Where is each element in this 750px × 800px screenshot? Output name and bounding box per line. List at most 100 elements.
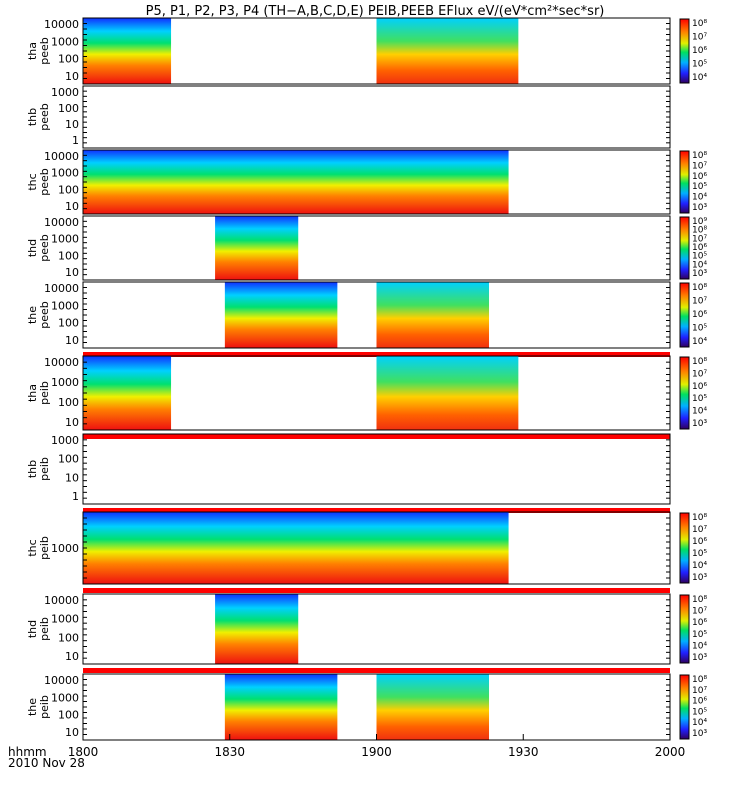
panel-label-probe: thc bbox=[26, 539, 39, 556]
quality-flag-bar bbox=[83, 588, 670, 593]
panel-thb-peeb: 1000 100 10 1 thb peeb bbox=[26, 85, 671, 149]
y-tick-label: 1000 bbox=[51, 233, 79, 246]
y-tick-label: 100 bbox=[58, 317, 79, 330]
spectrogram-block bbox=[376, 18, 519, 84]
y-tick-label: 10 bbox=[65, 70, 79, 83]
colorbar-tick-label: 10⁵ bbox=[692, 182, 707, 192]
colorbar bbox=[679, 18, 690, 84]
y-tick-label: 100 bbox=[58, 396, 79, 409]
y-tick-label: 1 bbox=[72, 490, 79, 503]
figure-title: P5, P1, P2, P3, P4 (TH−A,B,C,D,E) PEIB,P… bbox=[146, 4, 605, 19]
colorbar-tick-label: 10⁵ bbox=[692, 60, 707, 70]
spectrogram-block bbox=[376, 356, 519, 430]
panel-label-product: peib bbox=[38, 536, 51, 560]
x-tick-label: 1900 bbox=[361, 745, 392, 759]
colorbar-tick-label: 10⁸ bbox=[692, 151, 707, 161]
y-tick-label: 10 bbox=[65, 334, 79, 347]
colorbar-tick-label: 10⁹ bbox=[692, 217, 707, 227]
x-tick-label: 1830 bbox=[214, 745, 245, 759]
colorbar bbox=[679, 594, 690, 664]
panel-frame bbox=[82, 593, 671, 665]
colorbar-tick-label: 10⁸ bbox=[692, 226, 707, 236]
x-tick-label: 2000 bbox=[655, 745, 686, 759]
colorbar-tick-label: 10⁵ bbox=[692, 630, 707, 640]
x-tick-label: 1930 bbox=[508, 745, 539, 759]
panel-label-probe: tha bbox=[26, 42, 39, 60]
spectrogram-block bbox=[224, 282, 338, 348]
y-tick-label: 100 bbox=[58, 631, 79, 644]
colorbar-tick-label: 10⁶ bbox=[692, 310, 707, 320]
y-tick-label: 10 bbox=[65, 266, 79, 279]
colorbar-tick-label: 10⁷ bbox=[692, 161, 707, 171]
y-tick-label: 1000 bbox=[51, 86, 79, 99]
y-tick-label: 100 bbox=[58, 183, 79, 196]
y-tick-label: 10000 bbox=[44, 674, 79, 687]
colorbar-tick-label: 10⁷ bbox=[692, 369, 707, 379]
y-tick-label: 100 bbox=[58, 453, 79, 466]
y-tick-label: 10 bbox=[65, 416, 79, 429]
colorbar-tick-label: 10⁷ bbox=[692, 234, 707, 244]
y-tick-label: 10000 bbox=[44, 150, 79, 163]
colorbar-tick-label: 10⁴ bbox=[692, 561, 707, 571]
y-tick-label: 1000 bbox=[51, 167, 79, 180]
panel-label-product: peeb bbox=[38, 234, 51, 262]
colorbar-tick-label: 10⁵ bbox=[692, 549, 707, 559]
y-tick-label: 1000 bbox=[51, 299, 79, 312]
y-tick-label: 100 bbox=[58, 249, 79, 262]
panel-label-probe: the bbox=[26, 698, 39, 716]
colorbar-tick-label: 10⁶ bbox=[692, 382, 707, 392]
colorbar-tick-label: 10⁸ bbox=[692, 283, 707, 293]
y-tick-label: 100 bbox=[58, 102, 79, 115]
colorbar-tick-label: 10⁸ bbox=[692, 19, 707, 29]
footer-hhmm: hhmm bbox=[8, 745, 47, 759]
spectrogram-block bbox=[83, 512, 509, 584]
panel-label-product: peib bbox=[38, 457, 51, 481]
panel-label-product: peeb bbox=[38, 301, 51, 329]
colorbar-tick-label: 10⁴ bbox=[692, 193, 707, 203]
quality-flag-bar bbox=[83, 668, 670, 673]
spectrogram-block bbox=[215, 216, 299, 280]
panel-label-product: peeb bbox=[38, 103, 51, 131]
panel-frame bbox=[82, 85, 671, 149]
panel-thc-peib: 1000 thc peib 10⁸ 10⁷ 10⁶ 10⁵ 10⁴ 10³ bbox=[26, 511, 707, 593]
panel-label-product: peib bbox=[38, 381, 51, 405]
y-tick-label: 1000 bbox=[51, 35, 79, 48]
y-tick-label: 10 bbox=[65, 200, 79, 213]
colorbar bbox=[679, 512, 690, 584]
panel-tha-peib: 10000 1000 100 10 tha peib 10⁸ 10⁷ 10⁶ 10⁵ 10⁴ 10³ bbox=[26, 355, 707, 439]
quality-flag-bar bbox=[83, 352, 670, 357]
y-tick-label: 10 bbox=[65, 471, 79, 484]
panel-thd-peeb: 10000 1000 100 10 thd peeb 10⁹10⁸10⁷10⁶10⁵10⁴1… bbox=[26, 215, 707, 281]
colorbar bbox=[679, 216, 690, 280]
y-tick-label: 10000 bbox=[44, 594, 79, 607]
colorbar-tick-label: 10⁸ bbox=[692, 357, 707, 367]
colorbar-tick-label: 10⁶ bbox=[692, 243, 707, 253]
colorbar-tick-label: 10⁵ bbox=[692, 707, 707, 717]
y-tick-label: 10 bbox=[65, 650, 79, 663]
panel-the-peeb: 10000 1000 100 10 the peeb 10⁸ 10⁷ 10⁶ 10⁵ 10⁴ bbox=[26, 281, 707, 357]
panel-label-probe: the bbox=[26, 306, 39, 324]
colorbar bbox=[679, 674, 690, 740]
spectrogram-block bbox=[224, 674, 338, 740]
panel-label-product: peeb bbox=[38, 37, 51, 65]
colorbar-tick-label: 10⁸ bbox=[692, 675, 707, 685]
y-tick-label: 1000 bbox=[51, 691, 79, 704]
panel-label-probe: thb bbox=[26, 460, 39, 478]
colorbar-tick-label: 10⁴ bbox=[692, 718, 707, 728]
panel-label-probe: thc bbox=[26, 173, 39, 190]
colorbar-tick-label: 10⁸ bbox=[692, 595, 707, 605]
y-tick-label: 1 bbox=[72, 134, 79, 147]
panel-label-probe: thd bbox=[26, 620, 39, 638]
y-tick-label: 1000 bbox=[51, 613, 79, 626]
footer-date: 2010 Nov 28 bbox=[8, 756, 85, 770]
x-tick-label: 1800 bbox=[68, 745, 99, 759]
colorbar-tick-label: 10⁷ bbox=[692, 607, 707, 617]
colorbar-tick-label: 10³ bbox=[692, 269, 707, 279]
quality-flag-bar bbox=[83, 508, 670, 513]
colorbar-tick-label: 10⁵ bbox=[692, 394, 707, 404]
panel-label-product: peib bbox=[38, 695, 51, 719]
colorbar-tick-label: 10⁴ bbox=[692, 260, 707, 270]
